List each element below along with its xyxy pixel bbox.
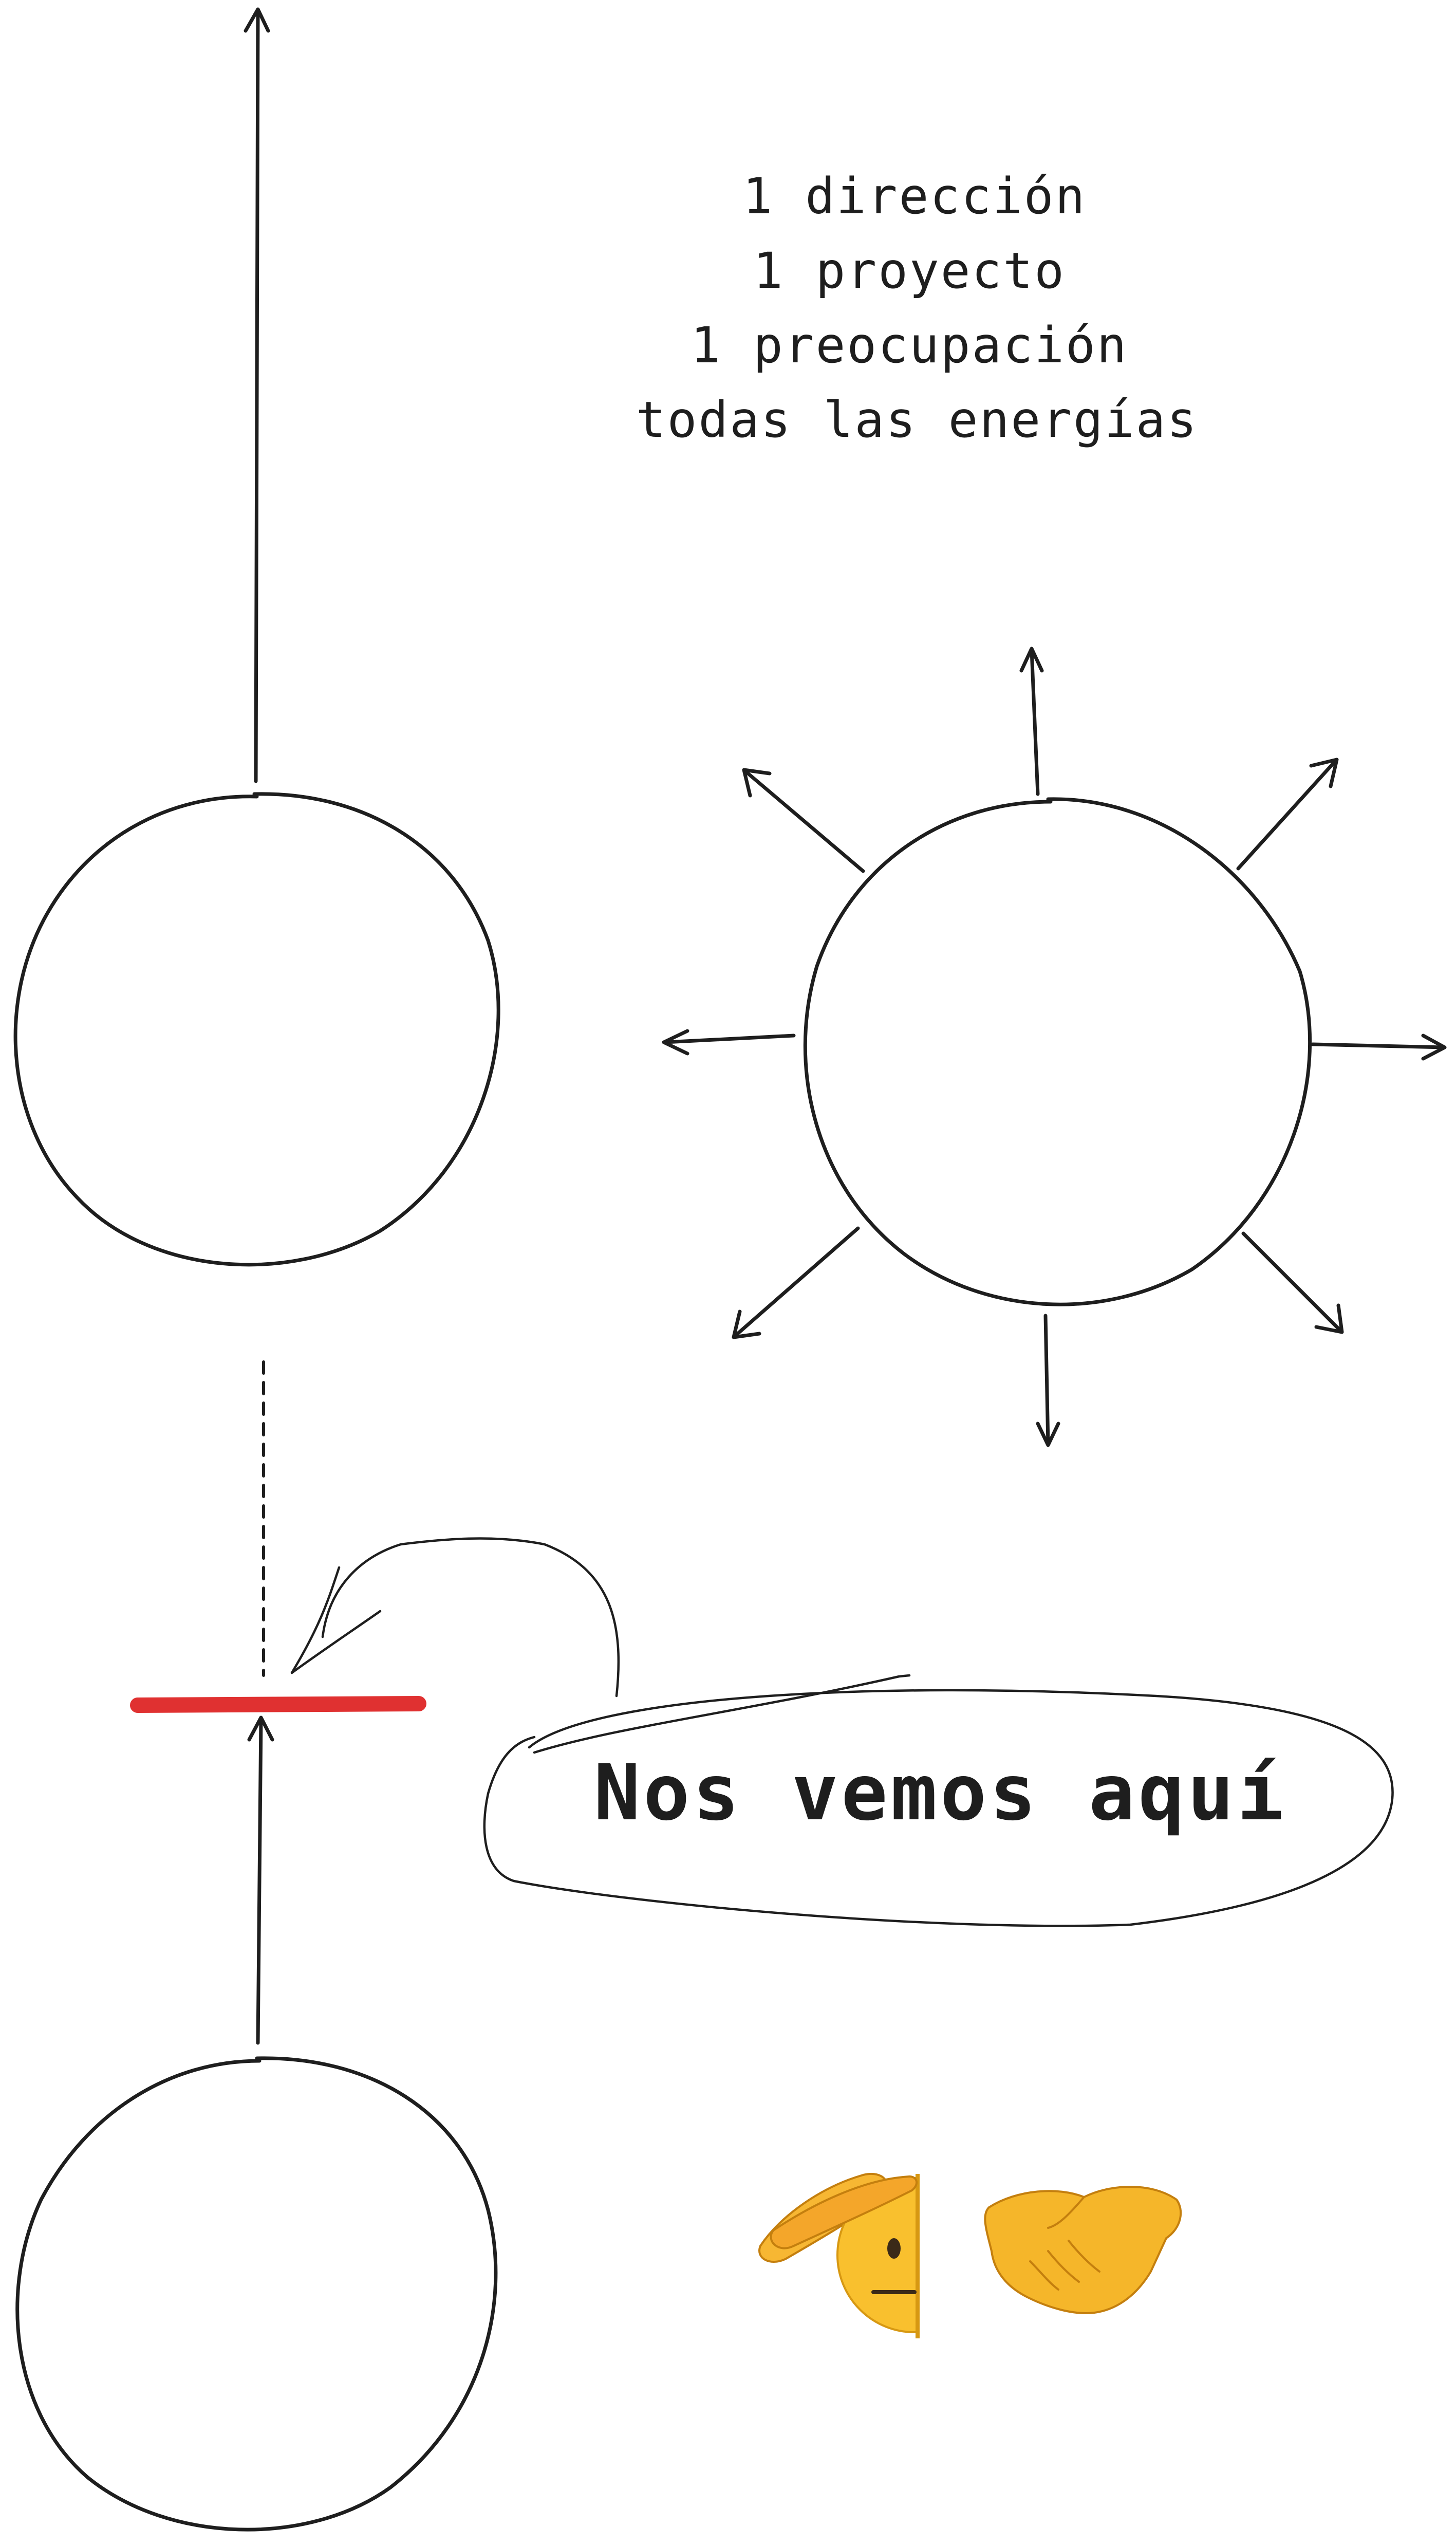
radial-arrowhead-up-left: [742, 768, 772, 798]
converging-arrowhead: [247, 1715, 274, 1742]
note-line-2: 1 proyecto: [753, 242, 1066, 300]
radial-arrowhead-down-right: [1314, 1303, 1344, 1334]
radial-arrow-up-left: [743, 769, 865, 873]
radial-arrowhead-down-left: [732, 1309, 761, 1339]
radial-arrowhead-down: [1036, 1422, 1060, 1447]
radial-arrow-left: [663, 1034, 796, 1044]
single-direction-arrowhead: [244, 7, 270, 33]
callout-bubble: [483, 1689, 1394, 1927]
radial-arrow-down: [1043, 1314, 1050, 1446]
callout-group: Nos vemos aquí: [290, 1537, 1394, 1927]
scattered-circle-group: [662, 647, 1447, 1447]
note-line-3: 1 preocupación: [690, 317, 1128, 374]
radial-arrowhead-up: [1019, 647, 1044, 673]
single-direction-arrow-shaft: [254, 9, 260, 783]
bottom-circle: [15, 2056, 498, 2532]
radial-arrowhead-left: [662, 1029, 689, 1056]
radial-arrow-down-left: [733, 1226, 860, 1338]
handshake-icon: [984, 2186, 1182, 2314]
radial-arrow-up-right: [1236, 759, 1338, 871]
radial-arrowhead-right: [1421, 1034, 1447, 1061]
converging-arrow-shaft: [256, 1717, 263, 2045]
focus-notes: 1 dirección 1 proyecto 1 preocupación to…: [636, 168, 1198, 449]
radial-arrow-down-right: [1241, 1231, 1343, 1333]
note-line-4: todas las energías: [636, 391, 1198, 449]
meeting-point-marker: [130, 1696, 426, 1713]
radial-arrow-right: [1311, 1042, 1446, 1049]
saluting-face-icon: [758, 2173, 1007, 2338]
callout-pointer-arrowhead: [290, 1566, 382, 1674]
callout-inner-stroke: [533, 1674, 911, 1754]
callout-pointer-curve: [321, 1537, 620, 1698]
focused-circle: [13, 792, 500, 1267]
radial-arrow-up: [1030, 648, 1040, 796]
note-line-1: 1 dirección: [743, 168, 1087, 225]
focused-circle-group: [13, 7, 500, 1267]
scattered-circle: [803, 797, 1312, 1306]
radial-arrowhead-up-right: [1309, 758, 1339, 788]
emoji-row: [758, 2173, 1182, 2338]
bottom-circle-group: [15, 1715, 498, 2532]
callout-text: Nos vemos aquí: [594, 1748, 1286, 1838]
